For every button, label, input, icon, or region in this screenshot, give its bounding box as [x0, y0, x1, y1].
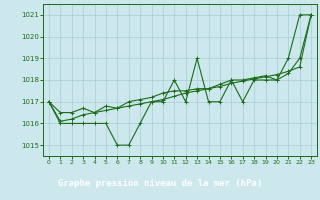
Text: Graphe pression niveau de la mer (hPa): Graphe pression niveau de la mer (hPa) [58, 179, 262, 188]
